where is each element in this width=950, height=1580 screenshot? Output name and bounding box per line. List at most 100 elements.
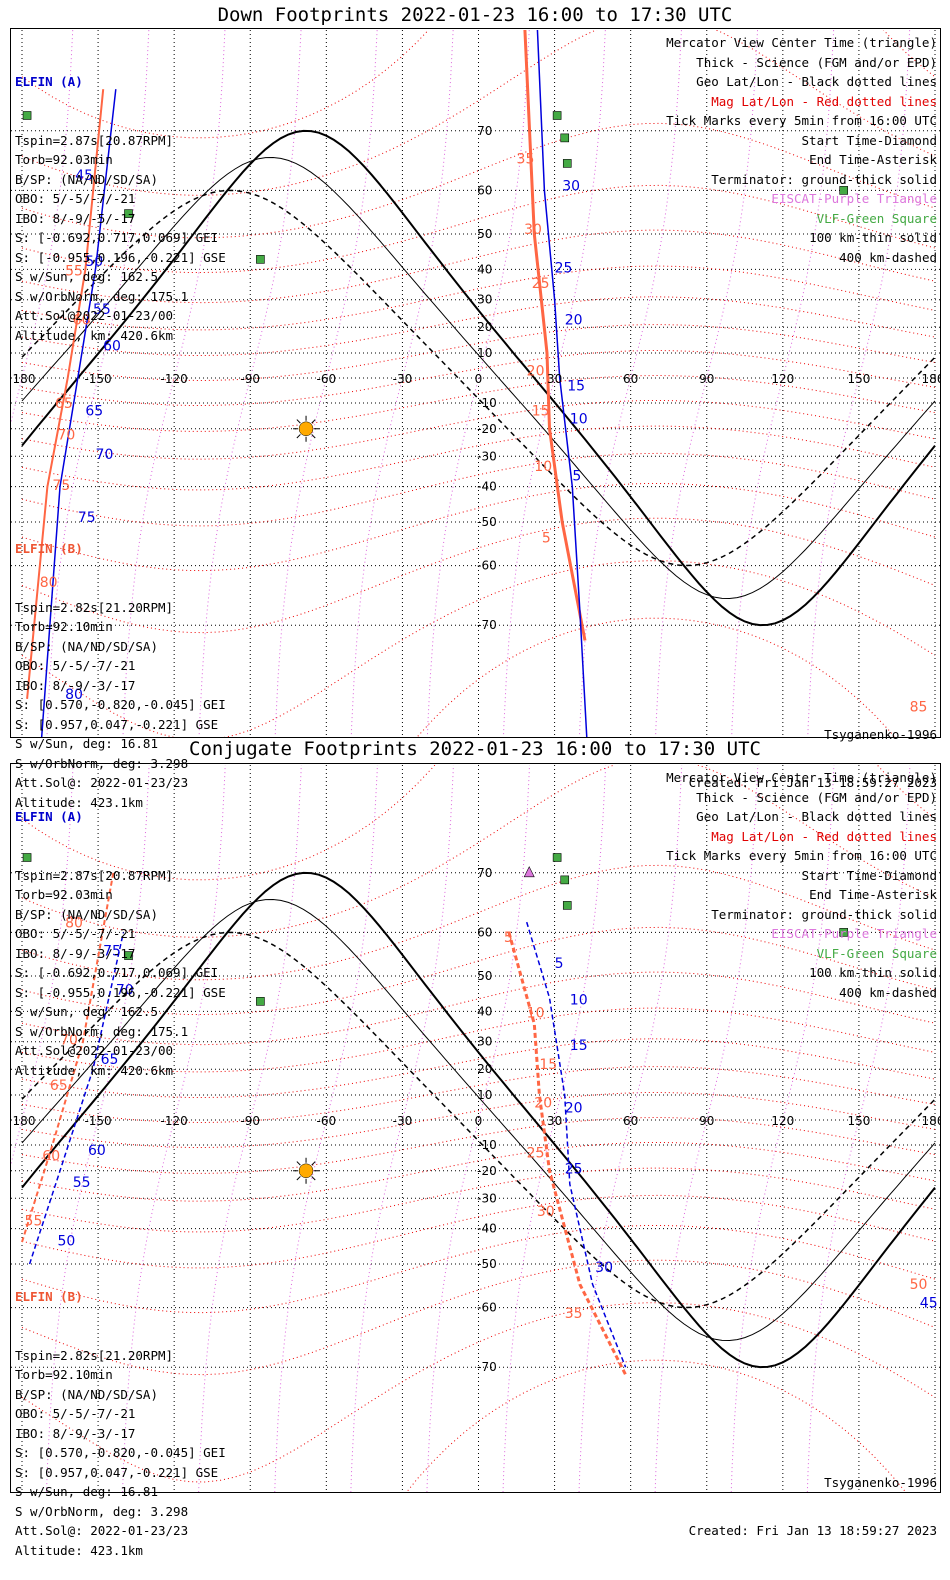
lon-tick-label: -30 [393,1114,413,1128]
sun-ray [311,419,316,424]
elfin-a-track [536,30,588,737]
elfin-a-tick-label: 50 [85,254,103,270]
sun-ray [296,419,301,424]
mag-meridian [46,30,150,737]
elfin-a-info-down: ELFIN (A) Tspin=2.87s[20.87RPM] Torb=92.0… [15,33,226,365]
elfin-b-info-line: Torb=92.10min [15,619,113,634]
vlf-square-icon [256,255,265,264]
vlf-square-icon [562,901,572,910]
vlf-square-icon [839,186,849,195]
lon-tick-label: 180 [13,372,36,386]
mag-meridian [731,30,835,737]
elfin-b-info-line: S w/Sun, deg: 16.81 [15,736,158,751]
elfin-a-tick-label: 55 [73,1175,91,1191]
sun-ray [311,434,316,439]
mag-parallel [21,1194,936,1269]
mag-meridian [578,765,683,1492]
elfin-a-info-line: Att.Sol@2022-01-23/00 [15,1043,174,1058]
lat-tick-label: 30 [477,1035,492,1049]
elfin-a-info-line: OBO: 5/-5/-7/-21 [15,191,136,206]
elfin-b-tick-label: 65 [50,1078,68,1094]
elfin-a-info-line: IBO: 8/-9/-5/-17 [15,210,136,226]
lat-tick-label: -40 [477,1222,497,1236]
mag-parallel [21,926,936,1015]
elfin-b-tick-label: 55 [65,264,83,280]
lon-tick-label: 150 [847,372,870,386]
lat-tick-label: 50 [477,969,492,983]
lon-tick-label: 0 [475,372,483,386]
elfin-a-info-line: S: [-0.692,0.717,0.069] GEI [15,230,219,245]
legend-down: Mercator View Center Time (triangle) Thic… [666,33,937,267]
lat-tick-label: 60 [477,183,492,197]
elfin-a-tick-label: 25 [565,1161,583,1177]
lat-tick-label: 40 [477,262,492,276]
elfin-b-track [26,89,105,699]
elfin-b-info-line: Att.Sol@: 2022-01-23/23 [15,1523,189,1538]
lon-tick-label: 90 [699,372,714,386]
elfin-a-info-line: S: [-0.692,0.717,0.069] GEI [15,965,219,980]
elfin-a-tick-label: 45 [920,1296,938,1312]
elfin-a-info-conjugate: ELFIN (A) Tspin=2.87s[20.87RPM] Torb=92.0… [15,768,226,1100]
lat-tick-label: 20 [477,1062,492,1076]
legend-conjugate: Mercator View Center Time (triangle) Thic… [666,768,937,1002]
mag-meridian [11,765,74,1167]
terminator-ground [21,129,936,627]
lat-tick-label: -20 [477,1164,497,1178]
legend-item: End Time-Asterisk [809,887,937,902]
lon-tick-label: -90 [240,372,260,386]
lon-tick-label: -150 [84,1114,111,1128]
lat-tick-label: -50 [477,515,497,529]
elfin-a-info-line: S w/OrbNorm, deg: 175.1 [15,288,189,304]
elfin-a-tick-label: 30 [595,1260,613,1276]
sun-ray [296,1161,301,1166]
mag-parallel [21,425,936,491]
elfin-a-tick-label: 10 [570,412,588,428]
mag-meridian [807,30,911,737]
mag-parallel [21,1167,936,1233]
elfin-a-info-line: S w/OrbNorm, deg: 175.1 [15,1023,189,1039]
elfin-a-label: ELFIN (A) [15,74,83,89]
elfin-b-info-line: Tspin=2.82s[21.20RPM] [15,1347,174,1363]
mag-meridian [198,30,302,737]
elfin-b-tick-label: 70 [58,427,76,443]
terminator-100km [21,898,936,1342]
elfin-b-tick-label: 50 [910,1277,928,1293]
elfin-b-info-line: Att.Sol@: 2022-01-23/23 [15,775,189,790]
elfin-b-tick-label: 75 [52,478,70,494]
vlf-square-icon [560,133,570,143]
elfin-b-track [21,872,115,1243]
elfin-b-info-line: Tspin=2.82s[21.20RPM] [15,599,174,615]
elfin-a-tick-label: 75 [78,510,96,526]
lat-tick-label: -20 [477,422,497,436]
elfin-b-info-line: S w/OrbNorm, deg: 3.298 [15,1503,189,1519]
elfin-a-tick-label: 20 [565,1101,583,1117]
mag-meridian [122,765,226,1492]
vlf-square-icon [124,951,133,960]
lon-tick-label: -60 [317,1114,337,1128]
footer-down: Tsyganenko-1996 Created: Fri Jan 13 18:5… [689,697,937,805]
map-inner: 4550556065707580353025201510555606570758… [11,30,940,737]
legend-item: Start Time-Diamond [801,867,937,883]
vlf-square-icon [256,997,265,1006]
mag-meridian [655,30,759,737]
mag-parallel [21,324,936,382]
elfin-a-info-line: S: [-0.955,0.196,-0.221] GSE [15,984,226,1000]
lat-tick-label: -60 [477,1301,497,1315]
map-frame-conjugate [10,763,941,1493]
map-frame-down [10,28,941,738]
lon-tick-label: 60 [623,1114,638,1128]
elfin-b-info-line: Altitude: 423.1km [15,794,143,810]
lon-tick-label: 30 [547,1114,562,1128]
mag-parallel [21,374,936,432]
elfin-b-tick-label: 30 [537,1204,555,1220]
elfin-a-info-line: Altitude, km: 420.6km [15,327,174,343]
vlf-square-icon [944,853,950,861]
legend-item: Thick - Science (FGM and/or EPD) [696,789,937,805]
elfin-b-tick-label: 55 [25,1213,43,1229]
elfin-b-label: ELFIN (B) [15,1289,83,1304]
model-label: Tsyganenko-1996 [824,1475,937,1490]
lon-tick-label: 0 [475,1114,483,1128]
elfin-a-label: ELFIN (A) [15,809,83,824]
elfin-a-info-line: Altitude, km: 420.6km [15,1062,174,1078]
sun-icon [298,1163,314,1179]
